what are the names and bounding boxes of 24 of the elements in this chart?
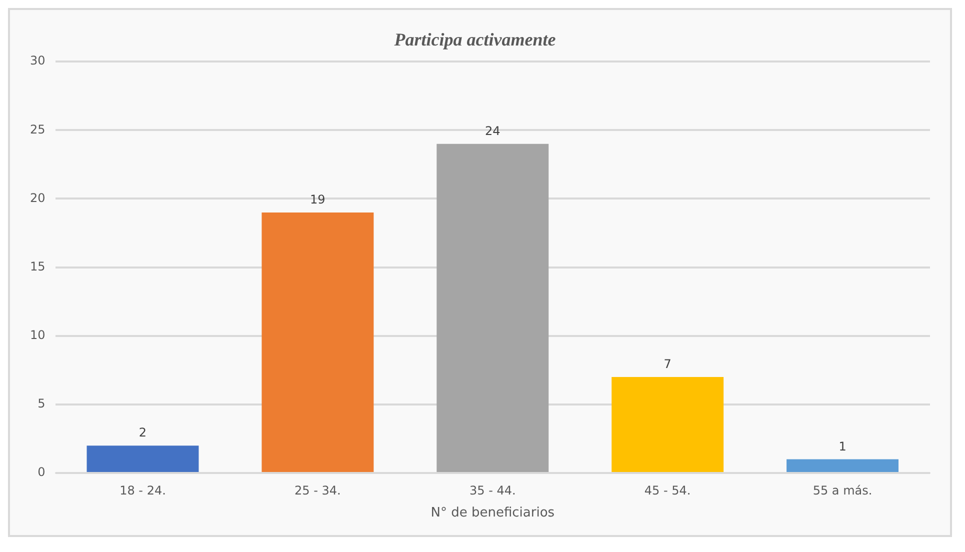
chart-title: Participa activamente bbox=[393, 29, 556, 50]
data-label: 19 bbox=[310, 192, 326, 207]
bar bbox=[786, 459, 899, 472]
y-tick-label: 10 bbox=[30, 328, 46, 342]
x-axis-title: N° de beneficiarios bbox=[430, 506, 555, 521]
data-label: 2 bbox=[138, 426, 147, 440]
y-tick-label: 30 bbox=[30, 54, 46, 68]
y-tick-label: 5 bbox=[38, 396, 46, 411]
x-tick-label: 18 - 24. bbox=[120, 483, 166, 498]
data-label: 24 bbox=[484, 124, 500, 138]
x-tick-label: 25 - 34. bbox=[294, 483, 341, 498]
bar bbox=[262, 212, 374, 472]
y-tick-label: 25 bbox=[30, 122, 46, 136]
x-tick-label: 45 - 54. bbox=[644, 483, 691, 498]
x-tick-label: 55 a más. bbox=[812, 483, 872, 498]
y-tick-label: 20 bbox=[30, 190, 46, 205]
y-tick-label: 15 bbox=[30, 259, 46, 274]
bar bbox=[612, 377, 724, 472]
bar bbox=[436, 144, 549, 472]
x-tick-label: 35 - 44. bbox=[469, 483, 516, 498]
y-tick-label: 0 bbox=[38, 465, 46, 480]
data-label: 1 bbox=[838, 439, 846, 454]
data-label: 7 bbox=[664, 357, 672, 372]
bar bbox=[86, 446, 199, 472]
